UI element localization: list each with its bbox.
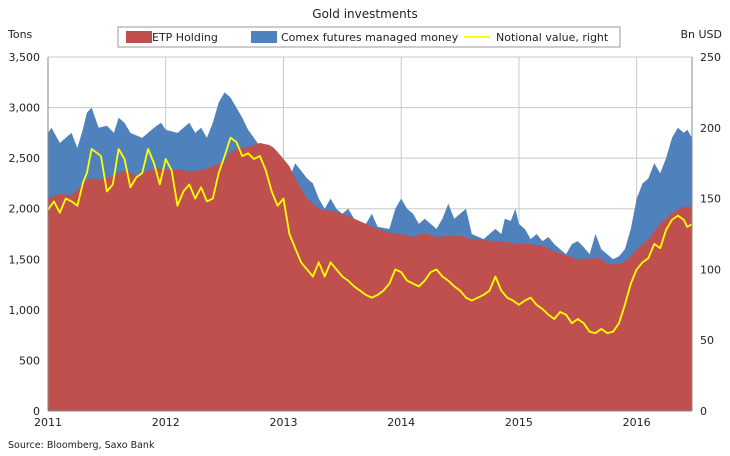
y-left-tick-label: 500 bbox=[19, 354, 40, 367]
legend-label: Comex futures managed money bbox=[281, 31, 459, 44]
y-left-tick-label: 1,000 bbox=[9, 304, 41, 317]
y-left-tick-label: 0 bbox=[33, 405, 40, 418]
legend-label: Notional value, right bbox=[496, 31, 609, 44]
x-tick-label: 2016 bbox=[623, 416, 651, 429]
x-tick-label: 2013 bbox=[269, 416, 297, 429]
y-left-tick-label: 2,500 bbox=[9, 152, 41, 165]
etp-area bbox=[48, 143, 692, 411]
y-right-tick-label: 150 bbox=[700, 193, 721, 206]
y-left-tick-label: 1,500 bbox=[9, 253, 41, 266]
y-right-tick-label: 100 bbox=[700, 263, 721, 276]
x-tick-label: 2015 bbox=[505, 416, 533, 429]
legend: ETP Holding Comex futures managed money No… bbox=[117, 26, 621, 48]
right-axis-unit: Bn USD bbox=[680, 28, 722, 41]
legend-box bbox=[117, 26, 621, 48]
y-left-tick-label: 2,000 bbox=[9, 203, 41, 216]
y-right-tick-label: 50 bbox=[700, 334, 714, 347]
x-tick-label: 2011 bbox=[34, 416, 62, 429]
legend-swatch bbox=[251, 31, 277, 43]
notional-line bbox=[47, 136, 693, 334]
axes: 0 500 1,000 1,500 2,000 2,500 3,000 3,500 0 50 100… bbox=[9, 51, 722, 429]
legend-swatch bbox=[126, 31, 152, 43]
legend-label: ETP Holding bbox=[152, 31, 218, 44]
x-tick-label: 2014 bbox=[387, 416, 415, 429]
source-note: Source: Bloomberg, Saxo Bank bbox=[8, 440, 155, 451]
series-layer bbox=[47, 92, 693, 412]
y-right-tick-label: 200 bbox=[700, 122, 721, 135]
y-left-tick-label: 3,500 bbox=[9, 51, 41, 64]
chart-title: Gold investments bbox=[312, 7, 417, 21]
left-axis-unit: Tons bbox=[7, 28, 33, 41]
x-tick-label: 2012 bbox=[152, 416, 180, 429]
y-right-tick-label: 250 bbox=[700, 51, 721, 64]
y-right-tick-label: 0 bbox=[700, 405, 707, 418]
y-left-tick-label: 3,000 bbox=[9, 102, 41, 115]
